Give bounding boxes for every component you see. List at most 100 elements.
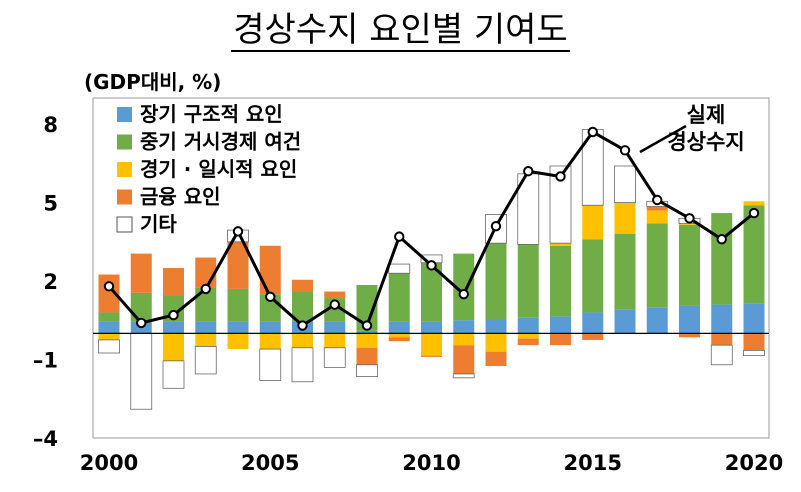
y-axis-ticks: 8 5 2 –1 –4 (33, 113, 58, 451)
bar-segment (710, 344, 733, 366)
bar-segment (388, 273, 410, 322)
bar-segment (646, 307, 668, 334)
bar-segment (550, 245, 571, 317)
bar-segment (421, 355, 442, 357)
bar-segment (163, 333, 184, 361)
bar-segment (292, 291, 313, 322)
line-point (619, 145, 631, 156)
bar-segment (550, 333, 571, 346)
bar-segment (517, 338, 539, 346)
bar-segment (324, 298, 346, 322)
bar-segment (485, 319, 507, 334)
bar-segment (485, 333, 507, 352)
bar-segment (130, 332, 153, 410)
line-point (652, 194, 663, 206)
bar-segment (163, 268, 184, 296)
bar-segment (582, 205, 604, 240)
annotation-pointer (639, 124, 687, 154)
bar-segment (711, 304, 733, 334)
line-point (297, 320, 308, 331)
x-tick-label: 2020 (725, 451, 783, 475)
bar-layer (98, 128, 765, 410)
y-axis-unit-label: (GDP대비, %) (84, 70, 222, 94)
bar-segment (646, 206, 668, 211)
bar-segment (453, 253, 475, 321)
bar-segment (743, 333, 765, 351)
legend-label: 중기 거시경제 여건 (140, 130, 301, 154)
y-tick-label: –4 (33, 427, 58, 451)
bar-segment (162, 360, 185, 389)
bar-segment (259, 348, 282, 381)
bar-segment (388, 337, 410, 342)
bar-segment (195, 321, 217, 334)
line-point (394, 231, 405, 242)
bar-segment (130, 292, 152, 322)
bar-segment (292, 333, 313, 348)
bar-segment (130, 253, 152, 293)
plot-frame (92, 97, 770, 439)
y-tick-label: 5 (43, 192, 58, 216)
bar-segment (743, 205, 765, 304)
bar-segment (259, 321, 281, 334)
bar-segment (195, 257, 217, 288)
bar-segment (98, 274, 120, 313)
bar-segment (679, 223, 700, 225)
bar-segment (324, 321, 346, 334)
line-point (587, 126, 598, 138)
bar-segment (582, 239, 604, 313)
legend-label: 경기 · 일시적 요인 (140, 157, 297, 181)
bar-segment (291, 347, 314, 383)
x-tick-label: 2010 (402, 451, 460, 475)
bar-segment (743, 303, 765, 334)
bar-segment (550, 316, 571, 334)
line-point (265, 291, 276, 302)
y-tick-label: 8 (43, 113, 58, 137)
line-point (426, 260, 437, 271)
line-point (103, 281, 115, 292)
legend-swatch (117, 107, 132, 122)
line-point (232, 226, 244, 237)
bar-segment (743, 201, 765, 206)
bar-segment (582, 333, 604, 340)
bar-segment (324, 333, 346, 348)
bar-segment (711, 333, 733, 346)
bar-segment (388, 321, 410, 334)
legend-label: 기타 (140, 212, 177, 236)
bar-segment (517, 317, 539, 334)
y-tick-label: –1 (33, 349, 58, 373)
bar-segment (163, 321, 184, 334)
bar-segment (421, 262, 442, 322)
bar-segment (421, 333, 442, 356)
bar-segment (323, 347, 346, 368)
x-tick-label: 2015 (564, 451, 622, 475)
bar-segment (517, 333, 539, 339)
bar-segment (453, 320, 475, 334)
bar-segment (711, 213, 733, 305)
line-point (523, 166, 534, 177)
bar-segment (453, 345, 475, 374)
bar-segment (549, 165, 572, 244)
legend-swatch (117, 162, 132, 177)
bar-segment (517, 244, 539, 318)
bar-segment (614, 234, 636, 310)
y-tick-label: 2 (43, 270, 58, 294)
bar-segment (679, 305, 700, 334)
bar-segment (98, 321, 120, 334)
bar-segment (550, 243, 571, 246)
bar-segment (485, 351, 507, 367)
line-layer (103, 126, 760, 331)
annotation-label: 실제 (687, 103, 726, 127)
bar-segment (227, 288, 249, 322)
line-point (168, 309, 179, 321)
bar-segment (356, 364, 378, 377)
line-point (200, 283, 211, 295)
bar-segment (259, 333, 281, 350)
line-point (490, 220, 502, 232)
line-point (136, 317, 147, 329)
x-axis-ticks: 2000 2005 2010 2015 2020 (80, 451, 783, 475)
bar-segment (98, 339, 120, 354)
line-point (361, 320, 373, 331)
line-point (329, 299, 340, 310)
legend-swatch (117, 134, 132, 150)
